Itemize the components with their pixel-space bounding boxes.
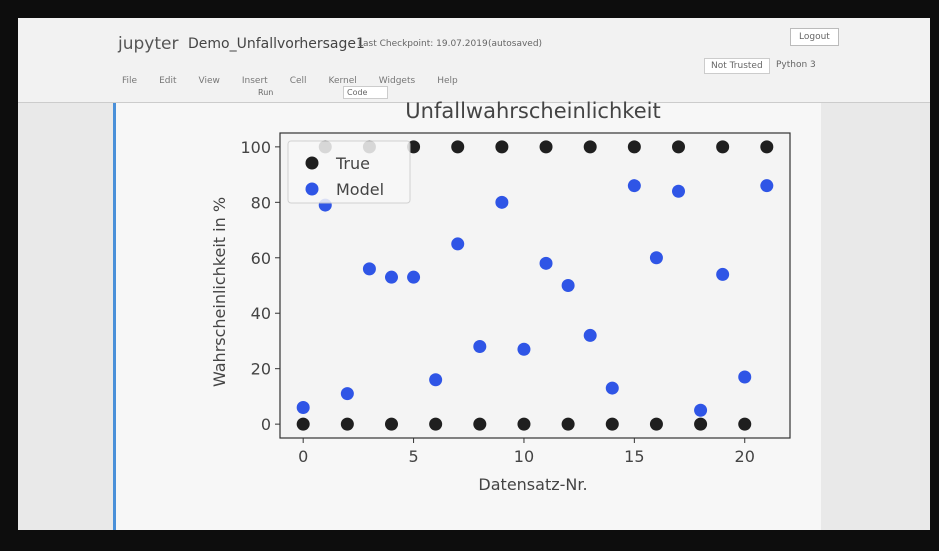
point [297, 401, 310, 414]
y-tick-label: 100 [240, 138, 271, 157]
point [540, 257, 553, 270]
page: jupyter Demo_Unfallvorhersage1 Last Chec… [0, 0, 939, 551]
point [297, 418, 310, 431]
point [672, 185, 685, 198]
point [341, 387, 354, 400]
point [760, 140, 773, 153]
point [694, 404, 707, 417]
point [628, 179, 641, 192]
legend-marker [306, 183, 319, 196]
x-tick-label: 10 [514, 447, 534, 466]
point [738, 371, 751, 384]
point [451, 237, 464, 250]
point [716, 268, 729, 281]
point [716, 140, 729, 153]
y-tick-label: 20 [251, 360, 271, 379]
point [760, 179, 773, 192]
point [606, 418, 619, 431]
point [694, 418, 707, 431]
point [650, 251, 663, 264]
x-tick-label: 20 [735, 447, 755, 466]
point [562, 418, 575, 431]
point [738, 418, 751, 431]
x-tick-label: 15 [624, 447, 644, 466]
x-tick-label: 0 [298, 447, 308, 466]
point [407, 271, 420, 284]
point [429, 418, 442, 431]
x-axis-label: Datensatz-Nr. [478, 475, 587, 494]
y-tick-label: 0 [261, 415, 271, 434]
point [540, 140, 553, 153]
legend-label: Model [336, 180, 384, 199]
y-tick-label: 80 [251, 193, 271, 212]
point [650, 418, 663, 431]
point [473, 418, 486, 431]
legend-marker [306, 157, 319, 170]
point [562, 279, 575, 292]
point [495, 140, 508, 153]
point [584, 140, 597, 153]
point [385, 271, 398, 284]
y-tick-label: 40 [251, 304, 271, 323]
legend-label: True [335, 154, 370, 173]
chart: Unfallwahrscheinlichkeit Datensatz-Nr. W… [0, 0, 939, 551]
y-tick-label: 60 [251, 249, 271, 268]
point [672, 140, 685, 153]
point [385, 418, 398, 431]
y-axis-label: Wahrscheinlichkeit in % [210, 197, 229, 387]
point [606, 382, 619, 395]
x-tick-label: 5 [408, 447, 418, 466]
point [363, 262, 376, 275]
point [517, 343, 530, 356]
point [341, 418, 354, 431]
point [429, 373, 442, 386]
point [451, 140, 464, 153]
point [628, 140, 641, 153]
point [517, 418, 530, 431]
point [473, 340, 486, 353]
point [495, 196, 508, 209]
chart-title: Unfallwahrscheinlichkeit [405, 99, 660, 123]
point [584, 329, 597, 342]
